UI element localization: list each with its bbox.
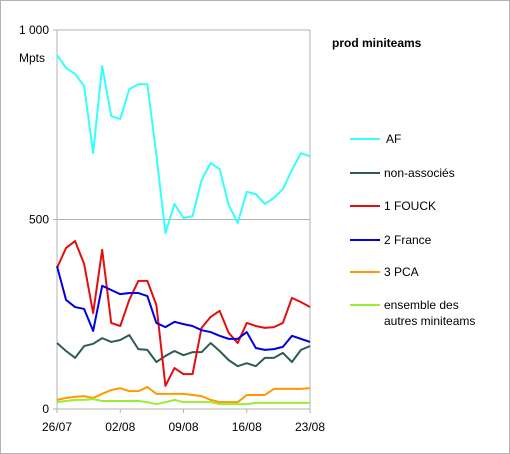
chart-title: prod miniteams: [332, 36, 422, 50]
legend-label: ensemble des autres miniteams: [384, 298, 476, 328]
series-line: [56, 265, 311, 351]
y-axis-label: Mpts: [19, 51, 45, 65]
series-line: [56, 240, 311, 387]
x-tick-label: 02/08: [105, 420, 135, 434]
series-line: [56, 334, 311, 368]
x-tick-label: 26/07: [42, 420, 72, 434]
legend-label: 2 France: [384, 233, 432, 247]
x-tick-label: 16/08: [232, 420, 262, 434]
legend-label: 1 FOUCK: [384, 199, 437, 213]
series-line: [56, 54, 311, 235]
legend-label: non-associés: [384, 166, 455, 180]
y-tick-label: 1 000: [19, 23, 49, 37]
legend-label: 3 PCA: [384, 265, 419, 279]
y-tick-label: 500: [29, 213, 49, 227]
y-tick-label: 0: [42, 402, 49, 416]
series-line: [56, 386, 311, 404]
legend-label: AF: [386, 132, 402, 146]
x-tick-label: 09/08: [168, 420, 198, 434]
series-line: [56, 398, 310, 406]
x-tick-label: 23/08: [295, 420, 325, 434]
